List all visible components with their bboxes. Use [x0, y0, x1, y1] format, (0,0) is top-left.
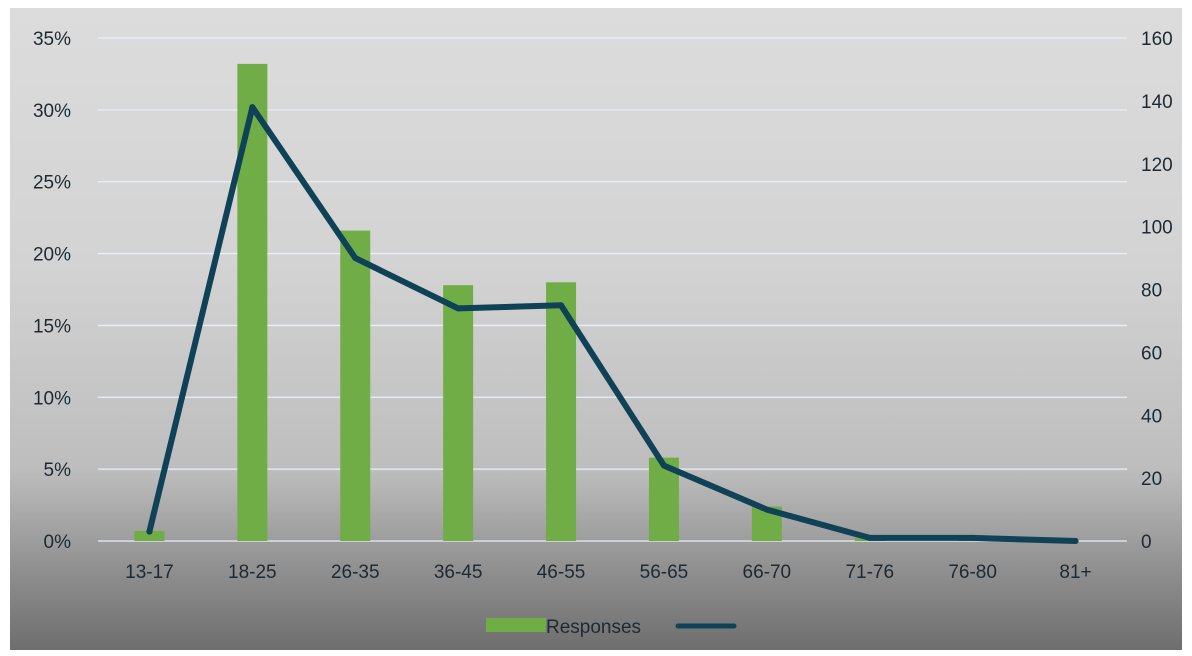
line-point [249, 104, 256, 111]
x-tick-label: 66-70 [743, 562, 792, 583]
right-y-tick-label: 140 [1141, 92, 1173, 113]
left-y-tick-label: 25% [33, 173, 71, 194]
gridlines [98, 37, 1127, 542]
right-y-tick-label: 120 [1141, 155, 1173, 176]
line-path [146, 104, 1079, 544]
line-series [146, 104, 1079, 544]
x-tick-label: 71-76 [845, 562, 894, 583]
x-axis: 13-17 18-25 26-35 36-45 46-55 56-65 66-70 71-76… [125, 562, 1092, 583]
bar [237, 63, 268, 542]
x-tick-label: 46-55 [537, 562, 586, 583]
bar [443, 285, 474, 541]
legend-swatch-bars [486, 618, 546, 632]
bar [134, 530, 165, 541]
left-y-tick-label: 30% [33, 101, 71, 122]
x-tick-label: 36-45 [434, 562, 483, 583]
line-point [1072, 538, 1079, 544]
right-y-tick-label: 80 [1141, 281, 1162, 302]
right-y-tick-label: 40 [1141, 406, 1162, 427]
right-y-tick-label: 20 [1141, 469, 1162, 490]
right-y-tick-label: 0 [1141, 532, 1152, 553]
legend-label-responses: Responses [546, 617, 641, 638]
left-y-tick-label: 35% [33, 29, 71, 50]
line-point [866, 534, 873, 541]
left-y-tick-label: 20% [33, 245, 71, 266]
line-point [146, 528, 153, 535]
x-tick-label: 76-80 [948, 562, 997, 583]
left-y-axis: 0% 5% 10% 15% 20% 25% 30% 35% [33, 29, 71, 553]
right-y-axis: 0 20 40 60 80 100 120 140 160 [1141, 29, 1173, 553]
line-point [969, 534, 976, 541]
chart-panel: 0% 5% 10% 15% 20% 25% 30% 35% 0 20 40 60 80 100 120 14… [10, 8, 1182, 650]
x-tick-label: 56-65 [640, 562, 689, 583]
x-tick-label: 13-17 [125, 562, 174, 583]
bar [340, 230, 371, 541]
line-point [352, 255, 359, 262]
right-y-tick-label: 100 [1141, 218, 1173, 239]
x-tick-label: 26-35 [331, 562, 380, 583]
x-tick-label: 81+ [1059, 562, 1091, 583]
left-y-tick-label: 5% [44, 460, 72, 481]
legend: Responses [486, 617, 737, 638]
line-point [558, 302, 565, 309]
line-point [455, 305, 462, 312]
bar-series [134, 63, 988, 542]
combo-chart: 0% 5% 10% 15% 20% 25% 30% 35% 0 20 40 60 80 100 120 14… [33, 29, 1173, 638]
left-y-tick-label: 10% [33, 388, 71, 409]
left-y-tick-label: 0% [44, 532, 72, 553]
line-point [660, 462, 667, 469]
line-point [763, 506, 770, 513]
left-y-tick-label: 15% [33, 316, 71, 337]
x-tick-label: 18-25 [228, 562, 277, 583]
right-y-tick-label: 160 [1141, 29, 1173, 50]
right-y-tick-label: 60 [1141, 343, 1162, 364]
